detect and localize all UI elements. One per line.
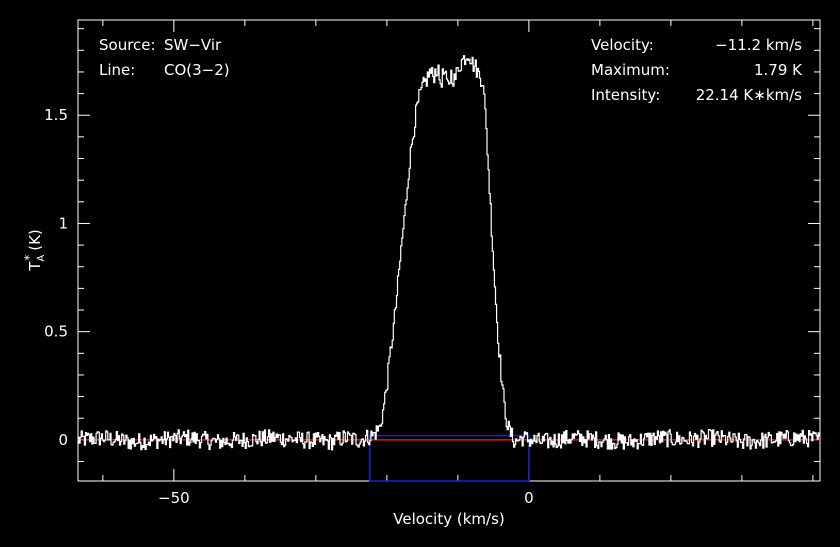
annotation-key: Intensity: (591, 86, 660, 104)
annotation-key: Maximum: (591, 61, 670, 79)
x-tick-label: 0 (524, 489, 534, 507)
y-tick-label: 1 (58, 214, 68, 232)
annotation-value: 1.79 K (754, 61, 803, 79)
annotation-key: Source: (99, 36, 156, 54)
annotation-value: −11.2 km/s (715, 36, 802, 54)
annotation-value: SW−Vir (164, 36, 222, 54)
fit-window (369, 434, 530, 482)
annotation-value: 22.14 K∗km/s (696, 86, 802, 104)
annotation-value: CO(3−2) (164, 61, 230, 79)
y-label-sub: A (36, 255, 47, 262)
y-label-sup: * (22, 255, 36, 261)
y-tick-label: 1.5 (44, 106, 68, 124)
x-axis-label: Velocity (km/s) (393, 510, 504, 528)
svg-text:TA*(K): TA* (K) (22, 229, 47, 272)
y-tick-label: 0 (58, 431, 68, 449)
annotation-key: Line: (99, 61, 135, 79)
y-axis-label: TA* (K) (22, 229, 47, 272)
spectrum-series (78, 55, 820, 451)
tick-labels: −50 0 0 0.5 1 1.5 (44, 106, 534, 507)
annotations-left: Source: SW−Vir Line: CO(3−2) (99, 36, 230, 79)
y-tick-label: 0.5 (44, 323, 68, 341)
x-tick-label: −50 (158, 489, 190, 507)
y-label-unit: (K) (26, 229, 44, 251)
y-label-main: T (26, 261, 44, 272)
annotations-right: Velocity: −11.2 km/s Maximum: 1.79 K Intensi… (591, 36, 803, 104)
annotation-key: Velocity: (591, 36, 654, 54)
